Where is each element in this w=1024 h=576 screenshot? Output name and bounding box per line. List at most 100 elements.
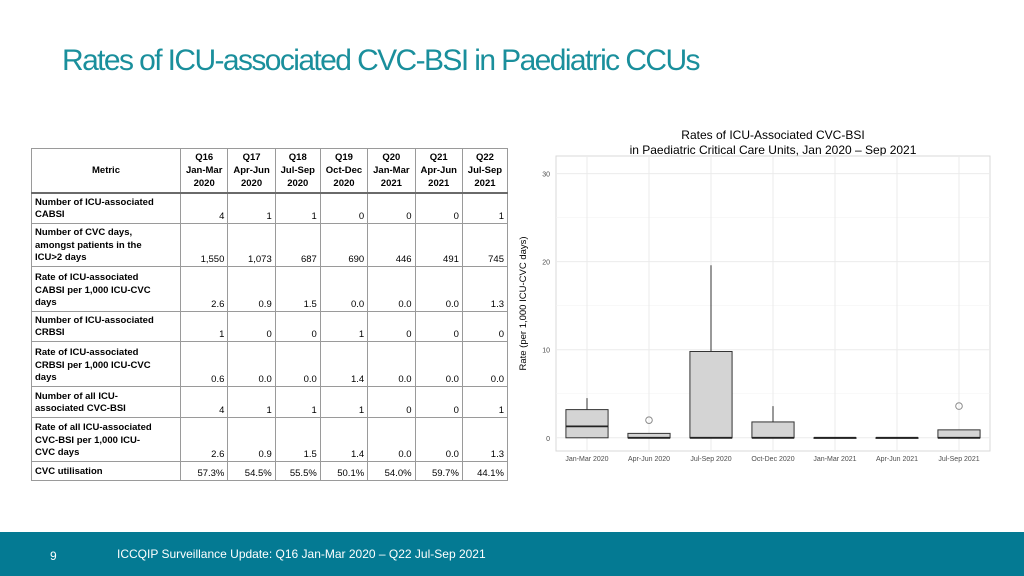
row-label: Number of ICU-associated CRBSI xyxy=(31,310,181,342)
metric-column-header: Metric xyxy=(31,148,181,194)
x-tick-label: Jan-Mar 2021 xyxy=(813,456,856,463)
row-label: Rate of all ICU-associated CVC-BSI per 1,… xyxy=(31,416,181,462)
table-cell: 44.1% xyxy=(461,460,509,481)
table-cell: 1 xyxy=(274,385,321,418)
table-cell: 0.9 xyxy=(227,416,276,462)
box xyxy=(751,421,795,439)
table-cell: 687 xyxy=(274,222,321,267)
y-axis-label: Rate (per 1,000 ICU-CVC days) xyxy=(518,236,529,370)
table-row: Rate of ICU-associated CABSI per 1,000 IC… xyxy=(31,265,509,312)
slide-title: Rates of ICU-associated CVC-BSI in Paedi… xyxy=(62,44,701,77)
table-cell: 54.0% xyxy=(367,460,416,481)
table-cell: 0.0 xyxy=(461,340,509,387)
row-label: Rate of ICU-associated CABSI per 1,000 IC… xyxy=(31,265,181,312)
table-cell: 0 xyxy=(367,310,416,342)
row-label: CVC utilisation xyxy=(31,460,181,481)
y-tick-label: 0 xyxy=(546,436,550,443)
y-tick-label: 30 xyxy=(542,172,550,179)
table-cell: 0.0 xyxy=(414,340,463,387)
y-tick-label: 20 xyxy=(542,260,550,267)
row-label: Rate of ICU-associated CRBSI per 1,000 IC… xyxy=(31,340,181,387)
x-tick-label: Jul-Sep 2020 xyxy=(690,456,731,463)
table-cell: 1.3 xyxy=(461,416,509,462)
table-cell: 0 xyxy=(227,310,276,342)
table-cell: 1 xyxy=(319,310,369,342)
box xyxy=(937,429,981,439)
table-cell: 1.3 xyxy=(461,265,509,312)
footer-text: ICCQIP Surveillance Update: Q16 Jan-Mar … xyxy=(117,547,486,561)
table-cell: 0.6 xyxy=(179,340,229,387)
table-cell: 4 xyxy=(179,192,229,224)
table-row: Rate of all ICU-associated CVC-BSI per 1,… xyxy=(31,416,509,462)
table-cell: 54.5% xyxy=(227,460,276,481)
table-cell: 1 xyxy=(227,385,276,418)
table-row: CVC utilisation 57.3% 54.5% 55.5% 50.1% … xyxy=(31,460,509,481)
table-cell: 0.9 xyxy=(227,265,276,312)
table-cell: 0.0 xyxy=(274,340,321,387)
table-row: Number of CVC days, amongst patients in t… xyxy=(31,222,509,267)
table-cell: 1.4 xyxy=(319,416,369,462)
table-cell: 745 xyxy=(461,222,509,267)
table-cell: 1.4 xyxy=(319,340,369,387)
table-cell: 1,073 xyxy=(227,222,276,267)
metrics-table: Metric Q16 Jan-Mar 2020 Q17 Apr-Jun 2020 Q18… xyxy=(31,148,509,481)
table-row: Number of ICU-associated CRBSI 1 0 0 1 0 … xyxy=(31,310,509,342)
table-cell: 0 xyxy=(461,310,509,342)
table-cell: 690 xyxy=(319,222,369,267)
table-cell: 0.0 xyxy=(367,265,416,312)
table-cell: 2.6 xyxy=(179,416,229,462)
column-header-q21: Q21 Apr-Jun 2021 xyxy=(414,148,463,194)
table-cell: 1.5 xyxy=(274,265,321,312)
table-cell: 1 xyxy=(461,192,509,224)
table-cell: 4 xyxy=(179,385,229,418)
table-cell: 1 xyxy=(227,192,276,224)
table-cell: 0 xyxy=(367,192,416,224)
chart-title-line-1: Rates of ICU-Associated CVC-BSI xyxy=(681,128,864,142)
table-row: Rate of ICU-associated CRBSI per 1,000 IC… xyxy=(31,340,509,387)
table-row: Number of all ICU-associated CVC-BSI 4 1… xyxy=(31,385,509,418)
table-cell: 446 xyxy=(367,222,416,267)
table-cell: 50.1% xyxy=(319,460,369,481)
table-cell: 0.0 xyxy=(227,340,276,387)
table-cell: 0 xyxy=(414,310,463,342)
table-cell: 0.0 xyxy=(414,265,463,312)
x-tick-label: Apr-Jun 2020 xyxy=(628,456,670,463)
row-label: Number of CVC days, amongst patients in t… xyxy=(31,222,181,267)
table-cell: 1 xyxy=(274,192,321,224)
chart-title-line-2: in Paediatric Critical Care Units, Jan 2… xyxy=(630,143,917,157)
row-label: Number of ICU-associated CABSI xyxy=(31,192,181,224)
table-cell: 1 xyxy=(179,310,229,342)
column-header-q18: Q18 Jul-Sep 2020 xyxy=(274,148,321,194)
table-cell: 0 xyxy=(319,192,369,224)
table-cell: 0 xyxy=(274,310,321,342)
table-row: Number of ICU-associated CABSI 4 1 1 0 0 … xyxy=(31,192,509,224)
column-header-q20: Q20 Jan-Mar 2021 xyxy=(367,148,416,194)
y-tick-label: 10 xyxy=(542,348,550,355)
table-cell: 1 xyxy=(461,385,509,418)
box xyxy=(565,409,609,439)
x-tick-label: Oct-Dec 2020 xyxy=(751,456,794,463)
x-tick-label: Jan-Mar 2020 xyxy=(565,456,608,463)
table-cell: 0.0 xyxy=(367,416,416,462)
table-cell: 0.0 xyxy=(319,265,369,312)
column-header-q17: Q17 Apr-Jun 2020 xyxy=(227,148,276,194)
column-header-q16: Q16 Jan-Mar 2020 xyxy=(179,148,229,194)
table-cell: 0 xyxy=(414,192,463,224)
table-cell: 59.7% xyxy=(414,460,463,481)
page-number: 9 xyxy=(50,549,57,563)
table-cell: 1 xyxy=(319,385,369,418)
table-cell: 0 xyxy=(414,385,463,418)
outlier-point xyxy=(645,416,653,424)
table-cell: 2.6 xyxy=(179,265,229,312)
table-cell: 1.5 xyxy=(274,416,321,462)
table-cell: 0.0 xyxy=(414,416,463,462)
x-tick-label: Jul-Sep 2021 xyxy=(938,456,979,463)
column-header-q22: Q22 Jul-Sep 2021 xyxy=(461,148,509,194)
box xyxy=(689,350,733,439)
table-cell: 57.3% xyxy=(179,460,229,481)
table-cell: 0 xyxy=(367,385,416,418)
table-cell: 1,550 xyxy=(179,222,229,267)
footer-bar: 9 ICCQIP Surveillance Update: Q16 Jan-Ma… xyxy=(0,532,1024,576)
row-label: Number of all ICU-associated CVC-BSI xyxy=(31,385,181,418)
